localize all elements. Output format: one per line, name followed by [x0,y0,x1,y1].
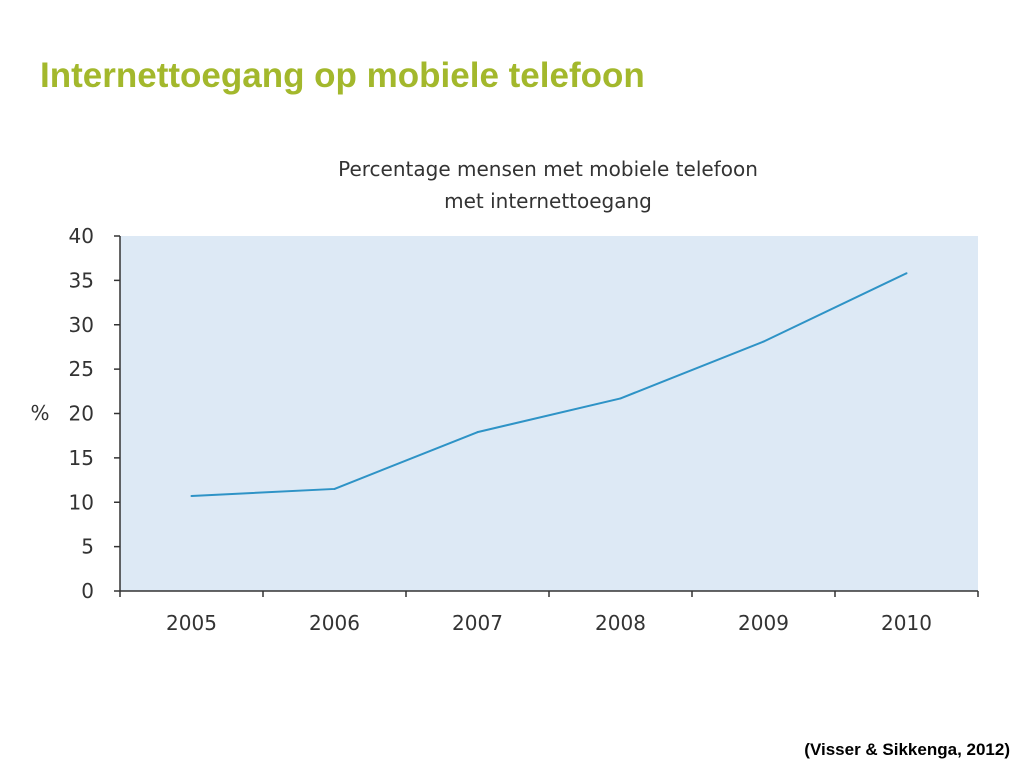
y-tick-label: 25 [69,357,94,381]
x-tick-label: 2007 [452,611,503,635]
source-citation: (Visser & Sikkenga, 2012) [804,740,1010,759]
slide-title: Internettoegang op mobiele telefoon [40,56,645,95]
series-line [191,272,907,498]
y-axis: 0 5 10 15 20 25 30 35 40 [69,224,121,603]
plot-area [120,236,978,591]
chart-title-line-2: met internettoegang [444,189,652,213]
series [190,272,908,498]
x-tick-label: 2010 [881,611,932,635]
y-tick-label: 0 [81,579,94,603]
y-tick-label: 35 [69,268,94,292]
x-tick-label: 2006 [309,611,360,635]
x-axis: 2005 2006 2007 2008 2009 2010 [119,590,979,635]
data-point [333,487,336,490]
data-point [619,397,622,400]
y-tick-label: 10 [69,490,94,514]
x-tick-label: 2008 [595,611,646,635]
data-point [190,495,193,498]
chart-title-line-1: Percentage mensen met mobiele telefoon [338,157,758,181]
data-point [762,340,765,343]
y-tick-label: 15 [69,446,94,470]
y-tick-label: 5 [81,535,94,559]
y-tick-label: 20 [69,402,94,426]
data-point [905,272,908,275]
x-tick-label: 2009 [738,611,789,635]
y-tick-label: 30 [69,313,94,337]
data-point [476,431,479,434]
y-axis-label: % [30,401,49,425]
y-tick-label: 40 [69,224,94,248]
x-tick-label: 2005 [166,611,217,635]
